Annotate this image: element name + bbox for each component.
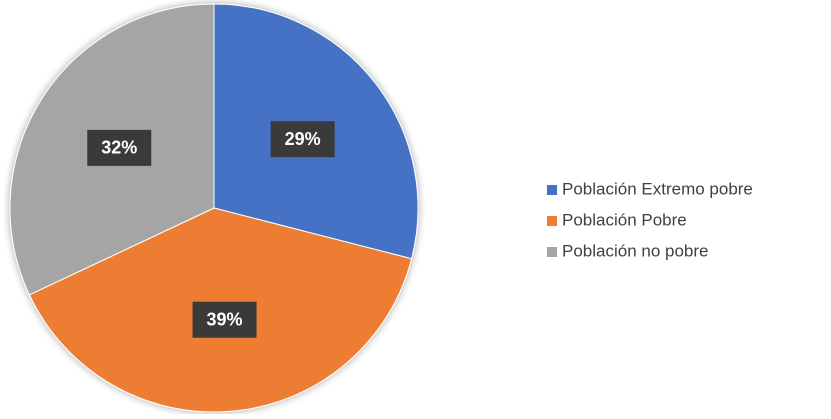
label-box: [270, 121, 335, 158]
pie: [9, 3, 419, 413]
data-label: 32%: [101, 138, 137, 158]
legend-label: Población no pobre: [562, 241, 709, 260]
legend-swatch: [547, 247, 557, 257]
legend-swatch: [547, 216, 557, 226]
legend-swatch: [547, 185, 557, 195]
label-box: [87, 129, 152, 166]
legend-label: Población Extremo pobre: [562, 179, 753, 198]
data-label: 29%: [285, 129, 321, 149]
label-box: [192, 301, 257, 338]
legend-label: Población Pobre: [562, 210, 687, 229]
data-label: 39%: [207, 309, 243, 329]
